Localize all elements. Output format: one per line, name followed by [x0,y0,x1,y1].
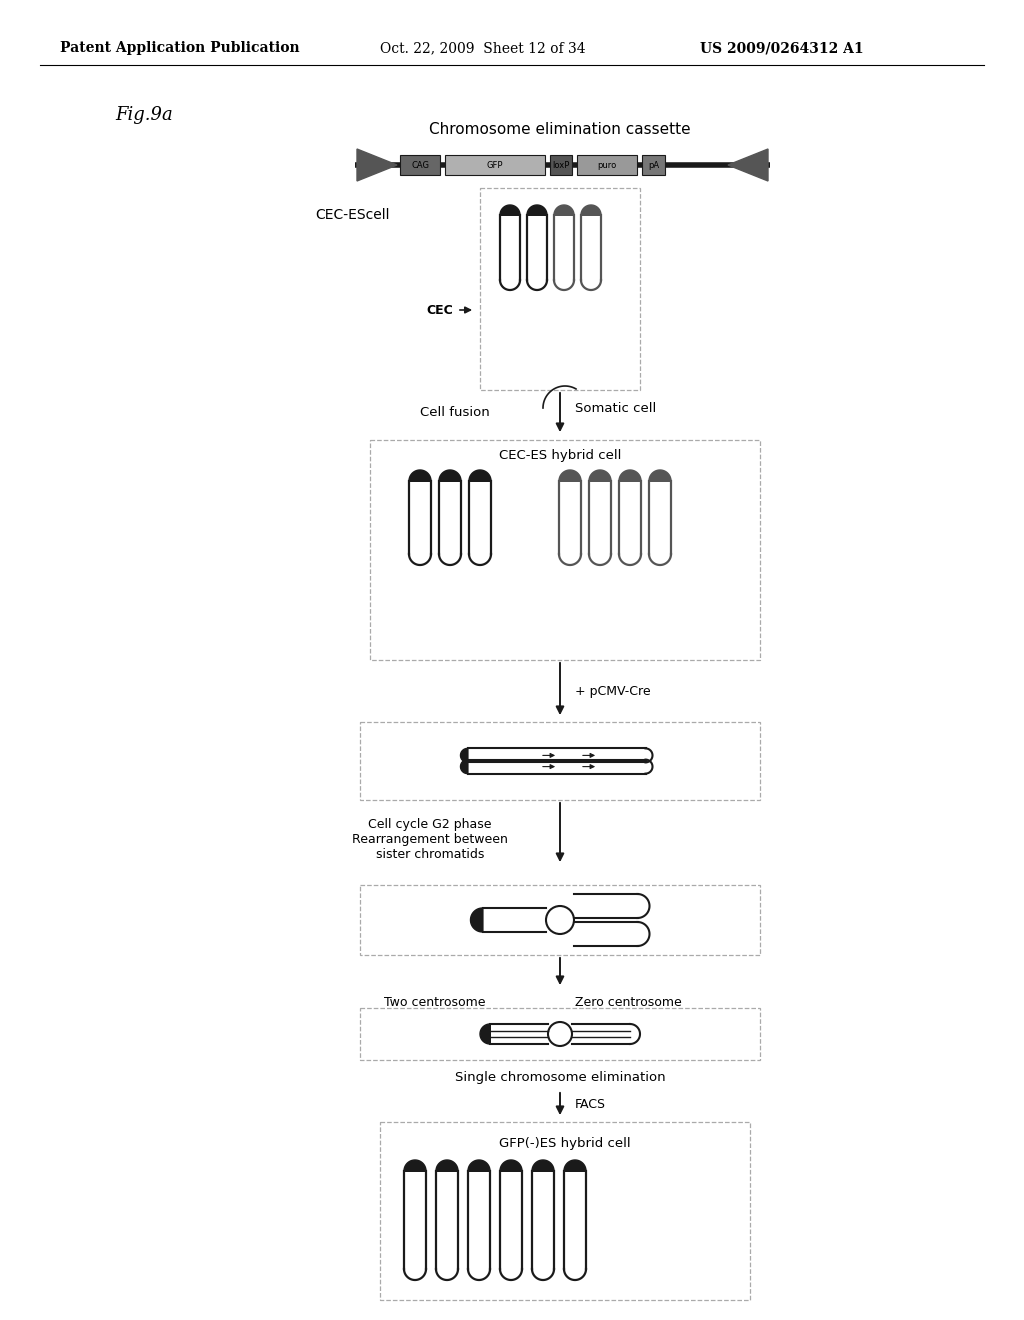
Polygon shape [439,470,461,480]
Polygon shape [404,1160,426,1171]
Text: Cell fusion: Cell fusion [420,405,490,418]
Text: Patent Application Publication: Patent Application Publication [60,41,300,55]
Polygon shape [500,205,520,215]
Text: Zero centrosome: Zero centrosome [575,995,682,1008]
Text: CEC-ES hybrid cell: CEC-ES hybrid cell [499,449,622,462]
Text: pA: pA [648,161,659,169]
Bar [360,884,760,954]
Text: FACS: FACS [575,1097,606,1110]
Text: Rearrangement between: Rearrangement between [352,833,508,846]
Bar [360,722,760,800]
Text: + pCMV-Cre: + pCMV-Cre [575,685,650,698]
Polygon shape [480,1024,490,1044]
Bar [360,1008,760,1060]
Bar [577,154,637,176]
Text: puro: puro [597,161,616,169]
Text: Chromosome elimination cassette: Chromosome elimination cassette [429,123,691,137]
Bar [642,154,665,176]
Polygon shape [527,205,547,215]
Text: CEC: CEC [426,304,453,317]
Polygon shape [357,149,397,181]
Polygon shape [470,908,482,932]
Bar [445,154,545,176]
Text: loxP: loxP [552,161,569,169]
Polygon shape [581,205,601,215]
Polygon shape [436,1160,458,1171]
Polygon shape [500,1160,522,1171]
Polygon shape [554,205,574,215]
Text: CAG: CAG [411,161,429,169]
Text: sister chromatids: sister chromatids [376,847,484,861]
Polygon shape [564,1160,586,1171]
Text: GFP(-)ES hybrid cell: GFP(-)ES hybrid cell [499,1138,631,1151]
Text: Somatic cell: Somatic cell [575,401,656,414]
Polygon shape [409,470,431,480]
Bar [550,154,572,176]
Polygon shape [469,470,490,480]
Text: Fig.9a: Fig.9a [115,106,173,124]
Polygon shape [728,149,768,181]
Text: Two centrosome: Two centrosome [384,995,485,1008]
Text: CEC-EScell: CEC-EScell [315,209,390,222]
Text: Cell cycle G2 phase: Cell cycle G2 phase [369,818,492,832]
Polygon shape [618,470,641,480]
Polygon shape [532,1160,554,1171]
Polygon shape [649,470,671,480]
Polygon shape [461,759,468,774]
Bar [400,154,440,176]
Polygon shape [589,470,611,480]
Polygon shape [468,1160,490,1171]
Text: GFP: GFP [486,161,503,169]
Text: Oct. 22, 2009  Sheet 12 of 34: Oct. 22, 2009 Sheet 12 of 34 [380,41,586,55]
Bar [480,187,640,389]
Text: US 2009/0264312 A1: US 2009/0264312 A1 [700,41,863,55]
Polygon shape [559,470,581,480]
Bar [370,440,760,660]
Bar [380,1122,750,1300]
Polygon shape [461,748,468,763]
Text: Single chromosome elimination: Single chromosome elimination [455,1072,666,1085]
